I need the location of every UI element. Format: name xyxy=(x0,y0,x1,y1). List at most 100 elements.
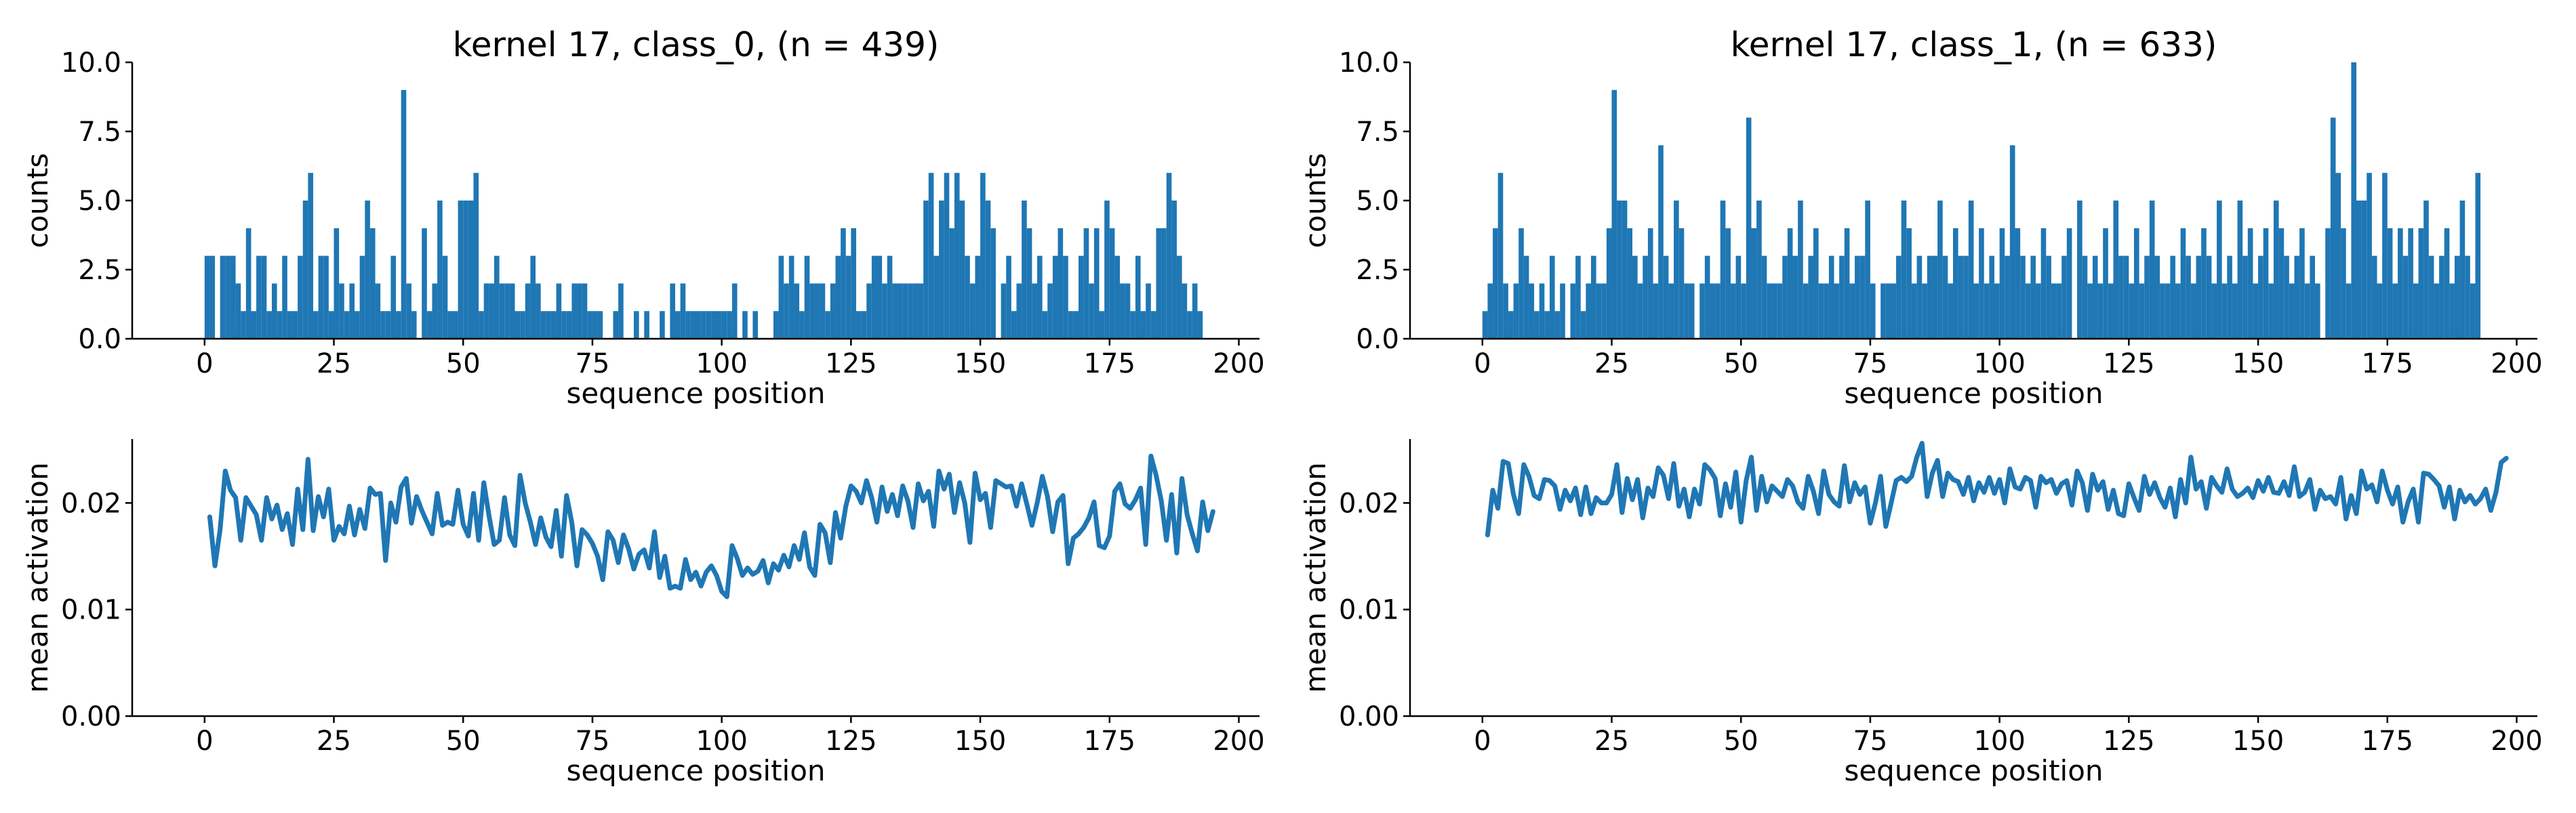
histogram-bar xyxy=(2030,255,2036,339)
histogram-bar xyxy=(1026,228,1032,339)
histogram-bar xyxy=(2118,255,2124,339)
histogram-bar xyxy=(525,283,531,339)
histogram-bar xyxy=(225,255,230,339)
histogram-bar xyxy=(696,311,702,339)
histogram-bar xyxy=(396,311,401,339)
histogram-bar xyxy=(1668,283,1674,339)
activation-line xyxy=(207,453,1215,600)
histogram-bar xyxy=(520,311,525,339)
histogram-bar xyxy=(2020,255,2026,339)
histogram-class-1: 0 25 50 75 100 125 150 175 200 0.0 2.5 5.0 7.5 10.0 se… xyxy=(1299,25,2543,410)
histogram-bar xyxy=(209,255,216,339)
histogram-bar xyxy=(1828,255,1834,339)
histogram-bar xyxy=(778,255,784,339)
x-tick-label: 100 xyxy=(1973,726,2025,757)
histogram-bar xyxy=(2439,255,2444,339)
histogram-bar xyxy=(721,311,727,339)
histogram-bar xyxy=(536,283,541,339)
histogram-bar xyxy=(902,283,908,339)
histogram-bar xyxy=(1099,311,1105,339)
histogram-bar xyxy=(1880,283,1886,339)
histogram-bar xyxy=(1952,228,1958,339)
histogram-bar xyxy=(1529,283,1535,339)
y-tick-label: 5.0 xyxy=(78,186,121,217)
histogram-bar xyxy=(1725,228,1731,339)
histogram-bar xyxy=(1586,283,1591,339)
histogram-bar xyxy=(2371,255,2377,339)
histogram-bar xyxy=(856,311,862,339)
histogram-bar xyxy=(912,283,919,339)
histogram-bar xyxy=(887,255,893,339)
y-tick-label: 0.01 xyxy=(1339,595,1399,626)
histogram-bar xyxy=(1653,283,1659,339)
histogram-bar xyxy=(2263,228,2269,339)
histogram-bar xyxy=(380,311,386,339)
x-tick-label: 125 xyxy=(825,726,877,757)
histogram-bar xyxy=(1834,283,1840,339)
histogram-bar xyxy=(1808,255,1814,339)
histogram-bar xyxy=(2444,228,2450,339)
histogram-bar xyxy=(613,311,619,339)
histogram-bar xyxy=(898,283,903,339)
histogram-bar xyxy=(2009,145,2015,339)
histogram-bar xyxy=(2361,201,2367,339)
histogram-bar xyxy=(2170,255,2176,339)
histogram-bar xyxy=(566,311,572,339)
x-axis-label: sequence position xyxy=(1844,377,2103,410)
histogram-bar xyxy=(680,283,686,339)
histogram-bar xyxy=(711,311,717,339)
histogram-bar xyxy=(1844,228,1850,339)
x-tick-label: 0 xyxy=(1474,726,1491,757)
x-tick-label: 100 xyxy=(696,348,747,379)
histogram-bar xyxy=(447,311,453,339)
histogram-bar xyxy=(2470,283,2476,339)
histogram-bar xyxy=(2227,255,2232,339)
histogram-bar xyxy=(2428,255,2434,339)
histogram-bar xyxy=(1622,201,1628,339)
histogram-bar xyxy=(349,283,355,339)
histogram-bar xyxy=(1508,311,1514,339)
x-tick-label: 175 xyxy=(1084,348,1135,379)
histogram-bar xyxy=(773,311,779,339)
histogram-bar xyxy=(1927,255,1933,339)
histogram-bar xyxy=(582,283,588,339)
histogram-bar xyxy=(318,255,324,339)
x-tick-label: 50 xyxy=(446,726,481,757)
y-tick-label: 0.01 xyxy=(61,595,121,626)
histogram-bar xyxy=(1166,173,1172,339)
histogram-bar xyxy=(2217,201,2222,339)
histogram-bar xyxy=(841,228,846,339)
histogram-bar xyxy=(820,283,826,339)
histogram-bar xyxy=(1973,283,1979,339)
histogram-bar xyxy=(287,311,293,339)
histogram-bar xyxy=(1560,283,1565,339)
histogram-bar xyxy=(1120,283,1125,339)
histogram-bar xyxy=(1989,255,1995,339)
histogram-bar xyxy=(633,311,639,339)
x-tick-label: 150 xyxy=(2232,348,2284,379)
histogram-bar xyxy=(1870,283,1876,339)
histogram-bar xyxy=(2434,283,2440,339)
histogram-bar xyxy=(2211,283,2217,339)
histogram-bar xyxy=(2325,228,2331,339)
histogram-bar xyxy=(1942,255,1948,339)
histogram-bar xyxy=(1948,283,1953,339)
histogram-bar xyxy=(2196,255,2202,339)
histogram-bar xyxy=(814,283,820,339)
histogram-bar xyxy=(2351,62,2357,339)
histogram-bar xyxy=(2025,283,2031,339)
histogram-bar xyxy=(1803,283,1809,339)
histogram-bar xyxy=(1544,311,1550,339)
histogram-bar xyxy=(923,201,929,339)
histogram-bar xyxy=(1710,283,1716,339)
histogram-bar xyxy=(571,283,578,339)
histogram-bar xyxy=(1135,255,1141,339)
histogram-bar xyxy=(1482,311,1488,339)
histogram-bar xyxy=(2036,283,2041,339)
histogram-bar xyxy=(483,283,489,339)
histogram-bar xyxy=(546,311,551,339)
y-tick-label: 0.0 xyxy=(1356,324,1399,355)
y-tick-label: 0.00 xyxy=(61,701,121,732)
histogram-bar xyxy=(1937,201,1943,339)
histogram-bar xyxy=(871,255,877,339)
